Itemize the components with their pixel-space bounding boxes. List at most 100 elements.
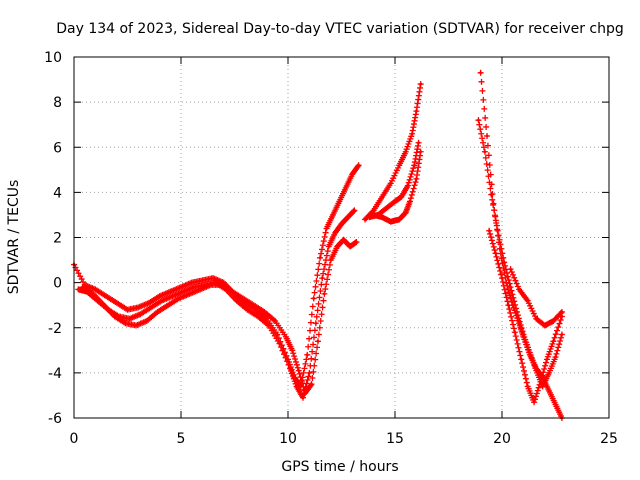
data-point <box>160 299 164 303</box>
data-point <box>352 209 356 212</box>
data-point <box>534 369 538 373</box>
plot-frame <box>73 56 610 419</box>
data-point <box>346 215 350 219</box>
data-point <box>256 315 260 318</box>
data-point <box>408 200 412 203</box>
data-point <box>380 215 384 219</box>
data-point <box>201 278 204 282</box>
data-point <box>245 308 249 312</box>
data-point <box>104 294 108 298</box>
data-point <box>235 299 239 303</box>
data-point <box>522 333 525 336</box>
axis-ticks: 0 5 10 15 20 25 -6 -4 -2 0 2 4 6 8 10 <box>44 50 618 447</box>
x-tick-label: 25 <box>600 431 618 447</box>
data-markers <box>71 162 362 390</box>
x-tick-label: 15 <box>386 431 404 447</box>
x-tick-label: 10 <box>279 431 297 447</box>
data-point <box>340 222 343 226</box>
data-point <box>543 324 547 327</box>
data-point <box>230 290 234 294</box>
data-point <box>136 306 140 309</box>
data-point <box>295 385 298 388</box>
data-point <box>263 310 266 314</box>
data-point <box>128 317 132 321</box>
data-point <box>273 319 277 323</box>
data-point <box>348 245 352 248</box>
data-point <box>325 227 328 230</box>
data-point <box>329 258 333 262</box>
data-point <box>337 200 341 203</box>
data-point <box>265 317 268 321</box>
data-point <box>188 292 191 296</box>
data-point <box>412 163 416 167</box>
data-point <box>252 303 256 307</box>
x-axis-label: GPS time / hours <box>281 459 398 475</box>
data-point <box>115 301 119 305</box>
data-point <box>76 287 80 291</box>
data-series-t3 <box>79 236 360 397</box>
y-tick-label: 0 <box>53 276 62 292</box>
y-tick-label: 10 <box>44 50 62 66</box>
y-tick-label: 2 <box>53 231 62 247</box>
data-point <box>138 312 142 316</box>
data-point <box>528 351 532 354</box>
data-point <box>123 321 127 325</box>
y-tick-label: 4 <box>53 185 62 201</box>
data-point <box>534 317 538 321</box>
data-point <box>485 134 489 138</box>
data-point <box>190 281 194 285</box>
data-point <box>310 382 313 386</box>
data-point <box>171 294 174 298</box>
data-point <box>91 292 95 296</box>
data-point <box>494 251 497 255</box>
data-point <box>297 369 301 373</box>
data-point <box>241 297 245 300</box>
x-tick-label: 20 <box>493 431 511 447</box>
y-axis-label: SDTVAR / TECUs <box>6 180 22 295</box>
data-point <box>415 177 418 181</box>
data-point <box>209 283 213 287</box>
data-point <box>393 200 397 203</box>
data-point <box>385 206 388 210</box>
data-point <box>350 172 354 176</box>
data-point <box>344 186 348 190</box>
data-point <box>113 315 117 318</box>
data-point <box>308 371 311 375</box>
data-point <box>389 220 393 224</box>
data-point <box>149 306 153 309</box>
data-series-t10 <box>507 266 565 329</box>
data-point <box>502 260 506 264</box>
data-point <box>517 287 521 291</box>
data-point <box>333 231 337 235</box>
data-point <box>81 285 84 289</box>
data-point <box>322 292 326 296</box>
data-point <box>489 193 493 197</box>
data-point <box>290 348 294 352</box>
data-point <box>417 141 420 145</box>
data-point <box>267 324 271 327</box>
data-point <box>288 366 292 370</box>
data-point <box>367 215 371 219</box>
data-point <box>419 150 423 154</box>
data-point <box>477 118 480 122</box>
data-point <box>158 294 162 298</box>
data-point <box>177 297 181 300</box>
data-point <box>320 276 324 280</box>
data-point <box>547 389 551 393</box>
data-point <box>554 355 557 359</box>
grid <box>74 57 609 418</box>
data-point <box>380 195 384 199</box>
data-point <box>372 209 375 212</box>
data-point <box>547 371 551 375</box>
data-markers <box>486 227 565 406</box>
data-point <box>551 339 555 343</box>
data-point <box>404 150 408 154</box>
data-point <box>500 276 504 280</box>
data-point <box>541 385 545 388</box>
data-point <box>410 132 414 136</box>
data-point <box>211 276 215 280</box>
data-point <box>507 303 510 307</box>
data-point <box>301 396 305 400</box>
data-point <box>363 218 367 221</box>
